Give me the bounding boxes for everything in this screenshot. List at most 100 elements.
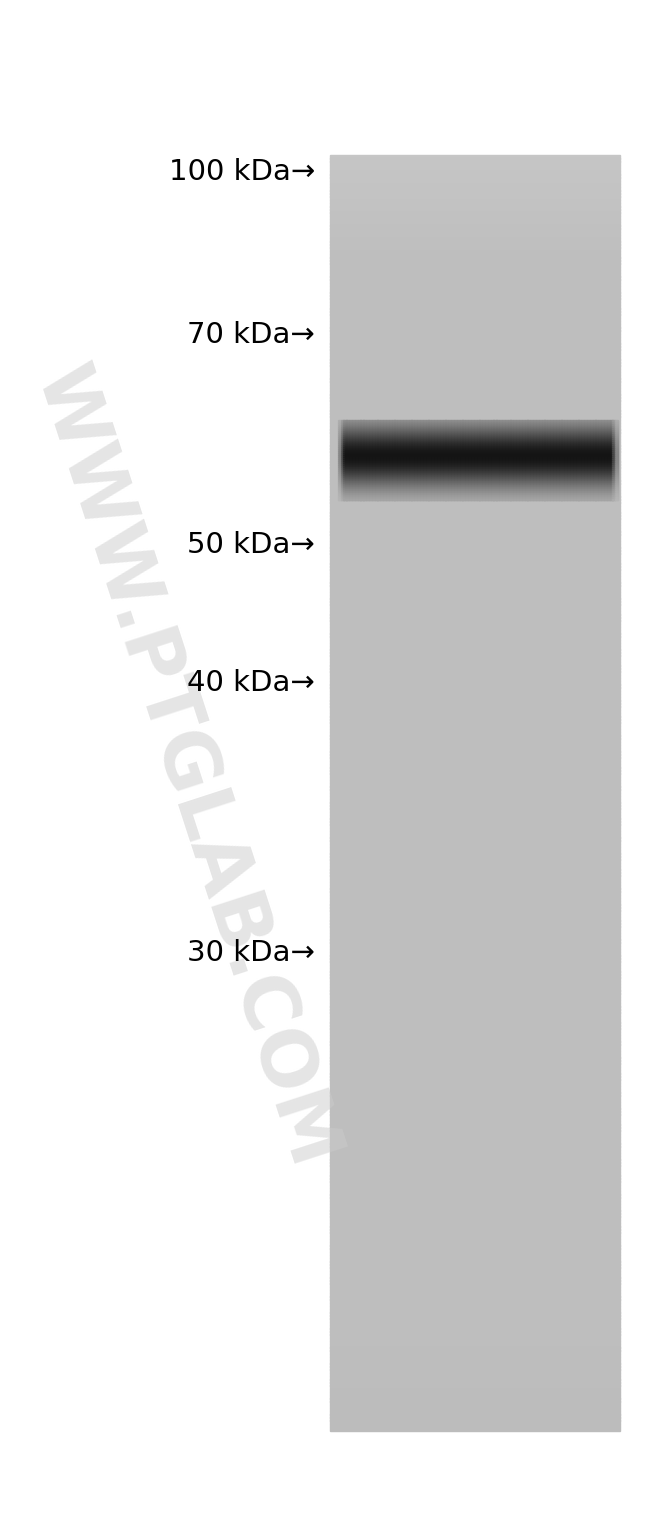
Bar	[330, 860, 620, 863]
Bar	[330, 863, 620, 866]
Bar	[330, 1232, 620, 1236]
Bar	[330, 229, 620, 232]
Bar	[330, 1258, 620, 1261]
Bar	[330, 763, 620, 768]
Bar	[330, 707, 620, 710]
Bar	[330, 273, 620, 276]
Bar	[330, 1421, 620, 1424]
Bar	[330, 754, 620, 757]
Bar	[330, 598, 620, 602]
Bar	[330, 167, 620, 172]
Bar	[330, 991, 620, 994]
Bar	[330, 703, 620, 707]
Bar	[330, 843, 620, 848]
Bar	[330, 624, 620, 627]
Bar	[330, 203, 620, 206]
Bar	[330, 733, 620, 736]
Bar	[330, 473, 620, 478]
Bar	[330, 215, 620, 220]
Bar	[330, 200, 620, 203]
Bar	[330, 585, 620, 588]
Bar	[330, 280, 620, 283]
Bar	[330, 608, 620, 611]
Bar	[330, 1338, 620, 1341]
Bar	[330, 1029, 620, 1032]
Bar	[330, 1143, 620, 1147]
Bar	[330, 1229, 620, 1233]
Bar	[330, 410, 620, 413]
Bar	[330, 515, 620, 519]
Bar	[330, 1362, 620, 1367]
Bar	[330, 983, 620, 988]
Bar	[330, 722, 620, 727]
Bar	[330, 493, 620, 496]
Bar	[330, 1303, 620, 1306]
Bar	[330, 362, 620, 366]
Bar	[330, 653, 620, 656]
Bar	[330, 1130, 620, 1134]
Bar	[330, 728, 620, 733]
Bar	[330, 1152, 620, 1157]
Bar	[330, 1193, 620, 1198]
Bar	[330, 467, 620, 472]
Bar	[330, 793, 620, 796]
Bar	[330, 946, 620, 949]
Bar	[330, 935, 620, 940]
Bar	[330, 518, 620, 522]
Bar	[330, 346, 620, 350]
Bar	[330, 257, 620, 261]
Bar	[330, 1080, 620, 1083]
Bar	[330, 247, 620, 250]
Bar	[330, 508, 620, 513]
Bar	[330, 1223, 620, 1227]
Bar	[330, 381, 620, 386]
Bar	[330, 1243, 620, 1246]
Bar	[330, 725, 620, 730]
Bar	[330, 570, 620, 573]
Bar	[330, 181, 620, 184]
Text: 100 kDa→: 100 kDa→	[169, 158, 315, 186]
Bar	[330, 449, 620, 452]
Bar	[330, 1382, 620, 1385]
Bar	[330, 267, 620, 270]
Bar	[330, 852, 620, 857]
Bar	[330, 356, 620, 359]
Bar	[330, 1051, 620, 1054]
Bar	[330, 645, 620, 650]
Bar	[330, 339, 620, 344]
Bar	[330, 1107, 620, 1112]
Bar	[330, 642, 620, 647]
Bar	[330, 627, 620, 630]
Bar	[330, 1235, 620, 1240]
Bar	[330, 1041, 620, 1044]
Bar	[330, 1140, 620, 1144]
Bar	[330, 304, 620, 309]
Bar	[330, 263, 620, 267]
Bar	[330, 1115, 620, 1118]
Bar	[330, 429, 620, 433]
Bar	[330, 1424, 620, 1427]
Bar	[330, 630, 620, 634]
Bar	[330, 194, 620, 197]
Bar	[330, 790, 620, 793]
Bar	[330, 796, 620, 799]
Bar	[330, 490, 620, 493]
Bar	[330, 1134, 620, 1137]
Bar	[330, 1104, 620, 1109]
Bar	[330, 920, 620, 923]
Bar	[330, 1332, 620, 1335]
Bar	[330, 372, 620, 375]
Bar	[330, 401, 620, 404]
Bar	[330, 333, 620, 338]
Bar	[330, 742, 620, 745]
Bar	[330, 856, 620, 860]
Bar	[330, 1395, 620, 1399]
Bar	[330, 905, 620, 908]
Bar	[330, 1279, 620, 1284]
Bar	[330, 1048, 620, 1051]
Bar	[330, 591, 620, 596]
Bar	[330, 1190, 620, 1195]
Bar	[330, 309, 620, 312]
Bar	[330, 419, 620, 424]
Bar	[330, 748, 620, 751]
